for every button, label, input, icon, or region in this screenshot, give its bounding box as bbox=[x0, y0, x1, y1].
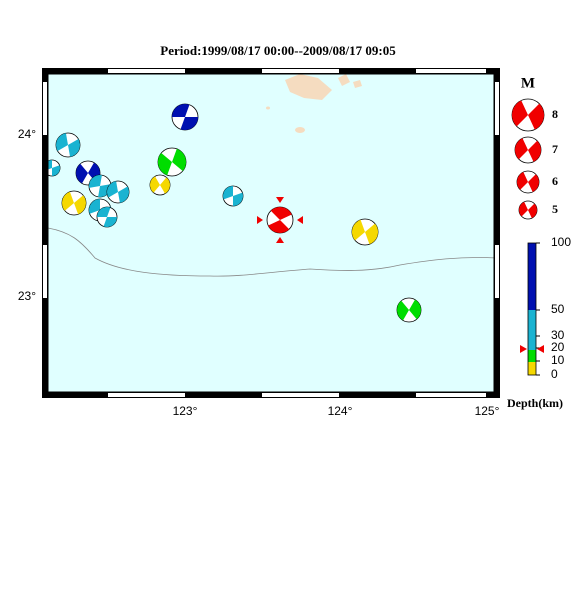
beach-ball-lobe bbox=[409, 299, 422, 320]
lon-label: 124° bbox=[328, 404, 353, 418]
magnitude-label: 6 bbox=[552, 174, 558, 188]
depth-marker bbox=[520, 345, 527, 353]
beach-ball-lobe bbox=[528, 140, 541, 162]
beach-ball-lobe bbox=[528, 174, 539, 192]
beach-ball-lobe bbox=[180, 117, 198, 130]
beach-ball-lobe bbox=[56, 133, 68, 151]
beach-ball-lobe bbox=[89, 199, 100, 214]
beach-ball-lobe bbox=[118, 186, 129, 203]
magnitude-title: M bbox=[521, 75, 535, 91]
lat-label: 24° bbox=[18, 127, 36, 141]
beach-ball-lobe bbox=[52, 165, 60, 176]
beach-ball-lobe bbox=[519, 201, 528, 217]
coastline bbox=[47, 227, 498, 277]
depth-label: 50 bbox=[551, 302, 565, 316]
depth-label: 10 bbox=[551, 353, 565, 367]
depth-title: Depth(km) bbox=[507, 396, 563, 410]
marker bbox=[276, 237, 284, 243]
beach-ball-lobe bbox=[160, 177, 170, 194]
depth-band bbox=[528, 350, 536, 362]
beach-ball-lobe bbox=[233, 192, 243, 206]
beach-ball-lobe bbox=[511, 100, 528, 127]
map-title: Period:1999/08/17 00:00--2009/08/17 09:0… bbox=[160, 43, 396, 58]
islands bbox=[266, 74, 362, 133]
beach-ball-lobe bbox=[528, 203, 537, 219]
beach-ball-lobe bbox=[89, 175, 102, 188]
depth-band bbox=[528, 362, 536, 375]
beach-ball-lobe bbox=[268, 220, 290, 233]
beach-ball-lobe bbox=[515, 138, 528, 160]
beach-ball-lobe bbox=[74, 195, 86, 215]
events bbox=[43, 103, 422, 323]
magnitude-label: 8 bbox=[552, 107, 558, 121]
beach-ball-lobe bbox=[68, 139, 80, 157]
beach-ball-lobe bbox=[150, 176, 160, 193]
marker bbox=[257, 216, 263, 224]
marker bbox=[276, 197, 284, 203]
beach-ball-lobe bbox=[172, 104, 190, 117]
depth-label: 30 bbox=[551, 328, 565, 342]
marker bbox=[297, 216, 303, 224]
depth-marker bbox=[537, 345, 544, 353]
lat-label: 23° bbox=[18, 289, 36, 303]
beach-ball-lobe bbox=[61, 191, 74, 211]
depth-bar bbox=[527, 242, 537, 376]
beach-ball-lobe bbox=[172, 148, 187, 171]
depth-label: 20 bbox=[551, 340, 565, 354]
depth-band bbox=[528, 243, 536, 310]
beach-ball-lobe bbox=[157, 153, 172, 176]
beach-ball-lobe bbox=[365, 223, 379, 245]
sea bbox=[42, 68, 500, 398]
beach-ball-lobe bbox=[223, 186, 233, 200]
lon-label: 125° bbox=[475, 404, 500, 418]
map-frame bbox=[42, 68, 500, 398]
beach-ball-lobe bbox=[270, 207, 292, 220]
lon-label: 123° bbox=[173, 404, 198, 418]
beach-ball-lobe bbox=[396, 300, 409, 321]
depth-band bbox=[528, 310, 536, 350]
beach-ball-lobe bbox=[103, 217, 117, 227]
beach-ball-lobe bbox=[76, 163, 88, 184]
beach-ball-lobe bbox=[516, 172, 528, 190]
depth-label: 0 bbox=[551, 367, 558, 381]
beach-ball-lobe bbox=[107, 181, 118, 198]
magnitude-label: 5 bbox=[552, 202, 558, 216]
axis-labels: 24° 23° 123° 124° 125° bbox=[18, 127, 500, 418]
beach-ball-lobe bbox=[528, 103, 545, 130]
beach-ball-lobe bbox=[96, 206, 111, 217]
beach-ball-lobe bbox=[352, 219, 365, 241]
frame-inner bbox=[47, 73, 495, 393]
magnitude-label: 7 bbox=[552, 142, 558, 156]
depth-label: 100 bbox=[551, 235, 571, 249]
